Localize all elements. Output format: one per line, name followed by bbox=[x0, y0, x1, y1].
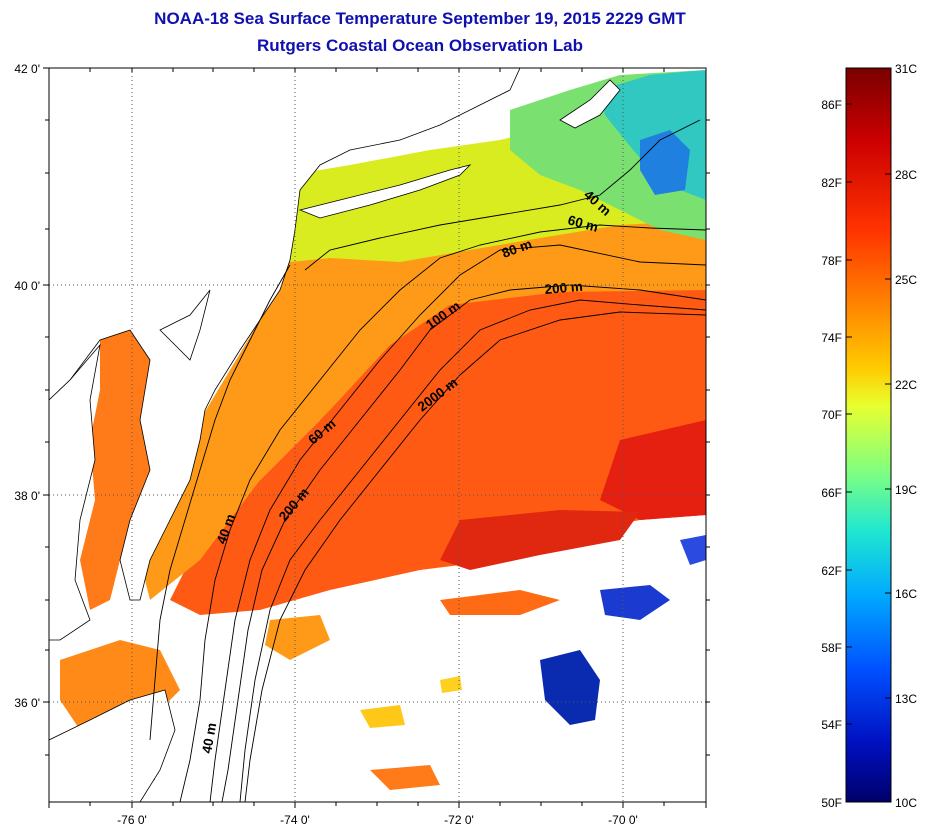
cape-cod bbox=[559, 79, 621, 129]
contour-200m bbox=[239, 299, 706, 802]
warm-patch-2 bbox=[265, 615, 330, 660]
contour-60m bbox=[179, 224, 706, 802]
cb-f-label-66: 66F bbox=[821, 486, 842, 500]
lat-label-40: 40 0' bbox=[14, 279, 40, 293]
cold-patch-1 bbox=[540, 650, 600, 725]
cloud-mask bbox=[49, 550, 706, 802]
cb-c-label-13: 13C bbox=[895, 692, 917, 706]
bathymetry-contours bbox=[149, 119, 706, 802]
graticule bbox=[49, 68, 706, 802]
cb-f-label-70: 70F bbox=[821, 408, 842, 422]
cb-f-label-78: 78F bbox=[821, 254, 842, 268]
warm-patch-4 bbox=[360, 705, 405, 728]
sst-layer bbox=[49, 70, 706, 802]
axis-ticks bbox=[43, 67, 710, 808]
western-shore bbox=[49, 343, 101, 641]
lon-label-74: -74 0' bbox=[280, 813, 310, 827]
cb-c-label-31: 31C bbox=[895, 62, 917, 76]
cb-f-label-62: 62F bbox=[821, 564, 842, 578]
lon-label-76: -76 0' bbox=[117, 813, 147, 827]
cold-patch-3 bbox=[680, 535, 706, 565]
contour-label-4: 200 m bbox=[544, 279, 583, 297]
mainland bbox=[49, 68, 521, 601]
map-subtitle: Rutgers Coastal Ocean Observation Lab bbox=[257, 36, 583, 55]
contour-100m bbox=[221, 284, 706, 802]
cb-f-label-50: 50F bbox=[821, 796, 842, 810]
contour-label-10: 40 m bbox=[199, 722, 219, 755]
colorbar bbox=[845, 67, 892, 803]
lon-label-72: -72 0' bbox=[444, 813, 474, 827]
shoals-blue-region bbox=[640, 130, 690, 195]
north-carolina bbox=[49, 689, 176, 802]
cb-c-label-16: 16C bbox=[895, 587, 917, 601]
cb-f-label-86: 86F bbox=[821, 98, 842, 112]
warm-patch-1 bbox=[440, 590, 560, 615]
contour-40m-south bbox=[149, 264, 291, 741]
cb-f-label-58: 58F bbox=[821, 641, 842, 655]
map-title: NOAA-18 Sea Surface Temperature Septembe… bbox=[154, 9, 686, 28]
contour-2000m bbox=[244, 311, 706, 802]
cb-c-label-19: 19C bbox=[895, 483, 917, 497]
cb-c-label-28: 28C bbox=[895, 168, 917, 182]
warm-filament-red bbox=[440, 510, 640, 570]
lat-label-38: 38 0' bbox=[14, 489, 40, 503]
warm-patch-5 bbox=[440, 676, 462, 693]
lat-label-36: 36 0' bbox=[14, 696, 40, 710]
cb-f-label-54: 54F bbox=[821, 718, 842, 732]
cb-f-label-74: 74F bbox=[821, 331, 842, 345]
cold-patch-2 bbox=[600, 585, 670, 620]
contour-40m-north bbox=[304, 119, 701, 271]
shelf-water-region bbox=[140, 210, 706, 600]
colorbar-ticks bbox=[846, 103, 891, 725]
cb-c-label-22: 22C bbox=[895, 378, 917, 392]
contour-80m bbox=[209, 244, 706, 802]
land-layer bbox=[49, 68, 621, 802]
warm-patch-3 bbox=[370, 765, 440, 790]
warm-core-red bbox=[600, 420, 706, 520]
lat-label-42: 42 0' bbox=[14, 62, 40, 76]
cb-c-label-10: 10C bbox=[895, 796, 917, 810]
nj-peninsula bbox=[159, 289, 211, 361]
long-island bbox=[298, 164, 472, 219]
cb-f-label-82: 82F bbox=[821, 176, 842, 190]
lon-label-70: -70 0' bbox=[608, 813, 638, 827]
cb-c-label-25: 25C bbox=[895, 273, 917, 287]
